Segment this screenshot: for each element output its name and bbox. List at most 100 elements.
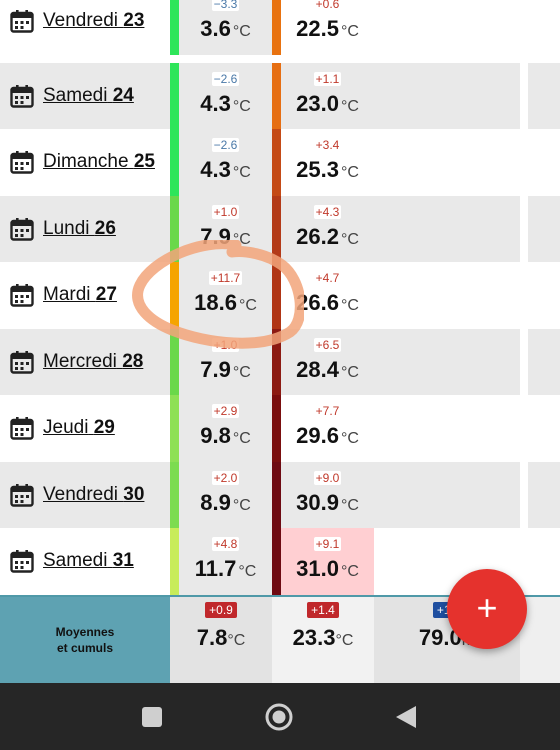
day-number: 28 [122,350,144,372]
day-cell: Samedi 31 [0,528,170,595]
calendar-icon [10,217,34,241]
max-temp-diff: +1.1 [313,71,342,86]
day-cell: Jeudi 29 [0,395,170,462]
min-temp-color-strip [170,461,179,528]
square-icon [142,706,162,727]
min-temp-value: 3.6 °C [200,16,251,41]
max-temp-color-strip [272,395,281,462]
extra-cell [528,328,560,395]
day-link[interactable]: Jeudi 29 [43,417,115,439]
back-button[interactable] [376,683,436,750]
precip-cell [374,62,520,129]
max-temp-cell: +3.4 25.3 °C [281,129,374,196]
day-link[interactable]: Mercredi 28 [43,351,143,373]
day-cell: Lundi 26 [0,195,170,262]
min-temp-color-strip [170,62,179,129]
day-number: 25 [133,151,155,173]
min-temp-color-strip [170,262,179,329]
max-temp-value: 29.6 °C [296,423,359,448]
add-button[interactable]: + [447,569,527,649]
day-cell: Samedi 24 [0,62,170,129]
precip-cell [374,395,520,462]
day-cell: Vendredi 23 [0,0,170,55]
calendar-icon [10,416,34,440]
min-temp-diff: −2.6 [211,138,240,152]
min-temp-cell: −3.3 3.6 °C [179,0,272,55]
max-temp-diff: +3.4 [313,138,342,152]
min-temp-cell: −2.6 4.3 °C [179,129,272,196]
min-temp-value: 4.3 °C [200,90,251,116]
day-cell: Mardi 27 [0,262,170,329]
extra-cell [528,461,560,528]
day-number: 29 [93,417,115,439]
day-number: 30 [123,483,145,505]
calendar-icon [10,150,34,174]
day-cell: Vendredi 30 [0,461,170,528]
max-temp-cell: +0.6 22.5 °C [281,0,374,55]
min-temp-value: 18.6 °C [194,290,257,315]
max-temp-color-strip [272,195,281,262]
day-name: Dimanche [43,151,129,173]
max-temp-color-strip [272,262,281,329]
calendar-icon [10,283,34,307]
min-temp-cell: +2.9 9.8 °C [179,395,272,462]
circle-home-icon [265,703,293,730]
max-temp-cell: +4.7 26.6 °C [281,262,374,329]
calendar-icon [10,9,34,33]
day-number: 26 [94,217,116,239]
max-temp-color-strip [272,461,281,528]
total-min-temp: +0.9 7.8°C [170,597,272,683]
day-name: Jeudi [43,417,89,439]
calendar-icon [10,483,34,507]
day-row: Samedi 24 −2.6 4.3 °C +1.1 23.0 °C [0,62,560,129]
day-name: Lundi [43,217,90,239]
day-link[interactable]: Vendredi 23 [43,10,144,32]
min-temp-value: 4.3 °C [200,157,251,182]
day-link[interactable]: Samedi 31 [43,550,134,572]
totals-label: Moyennes et cumuls [0,597,170,683]
totals-label-line2: et cumuls [56,641,113,655]
max-temp-color-strip [272,328,281,395]
total-max-temp-diff-badge: +1.4 [307,602,339,618]
day-row: Mardi 27 +11.7 18.6 °C +4.7 26.6 °C [0,262,560,329]
recents-button[interactable] [122,683,182,750]
max-temp-cell: +9.0 30.9 °C [281,461,374,528]
calendar-icon [10,84,34,108]
min-temp-diff: +1.0 [211,204,240,219]
day-cell: Dimanche 25 [0,129,170,196]
max-temp-cell: +4.3 26.2 °C [281,195,374,262]
totals-label-line1: Moyennes [55,625,115,639]
home-button[interactable] [249,683,309,750]
day-name: Mardi [43,284,91,306]
total-max-temp: +1.4 23.3°C [272,597,374,683]
total-min-temp-value: 7.8°C [196,625,246,650]
max-temp-cell: +6.5 28.4 °C [281,328,374,395]
system-nav-bar [0,683,560,750]
day-link[interactable]: Samedi 24 [43,85,134,107]
min-temp-value: 11.7 °C [194,556,257,581]
min-temp-value: 9.8 °C [200,423,251,448]
min-temp-diff: +2.9 [211,404,240,418]
calendar-icon [10,549,34,573]
precip-cell [374,195,520,262]
day-link[interactable]: Dimanche 25 [43,151,155,173]
min-temp-diff: +11.7 [208,271,243,285]
extra-cell [528,62,560,129]
max-temp-diff: +6.5 [313,337,342,352]
day-name: Vendredi [43,483,119,505]
day-link[interactable]: Vendredi 30 [43,484,144,506]
min-temp-value: 8.9 °C [200,489,251,515]
day-name: Mercredi [43,350,117,372]
extra-cell [528,395,560,462]
day-number: 24 [112,84,134,106]
triangle-back-icon [396,705,416,728]
day-name: Samedi [43,550,108,572]
day-link[interactable]: Mardi 27 [43,284,117,306]
min-temp-color-strip [170,528,179,595]
max-temp-diff: +4.3 [313,204,342,219]
max-temp-cell: +1.1 23.0 °C [281,62,374,129]
min-temp-value: 7.9 °C [200,223,251,249]
day-row: Vendredi 23 −3.3 3.6 °C +0.6 22.5 °C [0,0,560,55]
day-number: 23 [123,10,145,32]
day-link[interactable]: Lundi 26 [43,218,116,240]
